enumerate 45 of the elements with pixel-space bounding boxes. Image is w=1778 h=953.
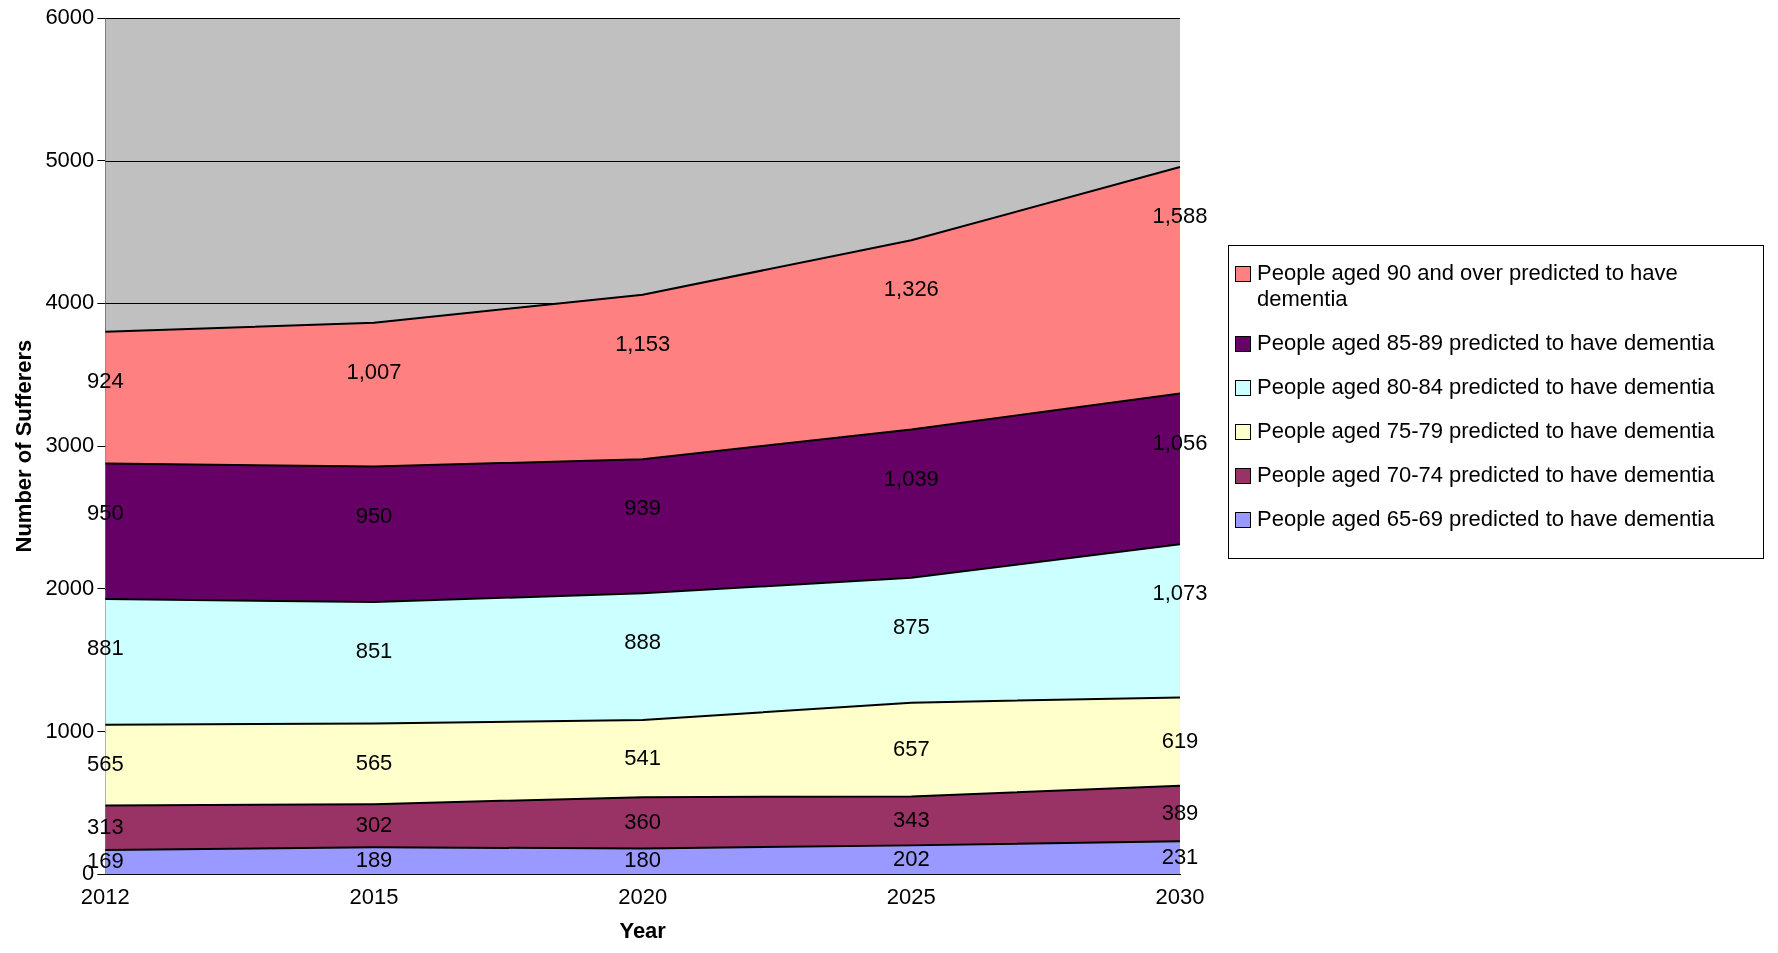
data-label: 1,326 (883, 276, 939, 302)
legend-label: People aged 75-79 predicted to have dementia (1257, 418, 1715, 444)
y-tick-label: 5000 (45, 146, 95, 172)
y-tick-label: 2000 (45, 574, 95, 600)
y-tick-label: 4000 (45, 289, 95, 315)
y-tick-label: 3000 (45, 432, 95, 458)
y-tick-label: 6000 (45, 4, 95, 30)
data-label: 360 (624, 808, 662, 834)
x-tick-label: 2015 (349, 884, 399, 910)
legend-label: People aged 80-84 predicted to have dementia (1257, 374, 1715, 400)
data-label: 657 (892, 735, 930, 761)
x-tick-label: 2030 (1155, 884, 1205, 910)
legend-label: People aged 85-89 predicted to have dementia (1257, 330, 1715, 356)
y-axis-title: Number of Sufferers (11, 339, 37, 553)
data-label: 302 (355, 811, 393, 837)
data-label: 619 (1161, 727, 1199, 753)
data-label: 1,039 (883, 465, 939, 491)
data-label: 1,073 (1152, 580, 1208, 606)
data-label: 851 (355, 638, 393, 664)
data-label: 180 (624, 847, 662, 873)
y-tick-label: 1000 (45, 717, 95, 743)
data-label: 950 (86, 499, 124, 525)
x-tick-label: 2020 (618, 884, 668, 910)
data-label: 875 (892, 613, 930, 639)
legend-label: People aged 70-74 predicted to have dementia (1257, 462, 1715, 488)
x-tick-label: 2012 (80, 884, 130, 910)
data-label: 541 (624, 744, 662, 770)
data-label: 888 (624, 629, 662, 655)
data-label: 1,588 (1152, 203, 1208, 229)
legend-label: People aged 90 and over predicted to have dementia (1257, 260, 1679, 312)
x-tick-label: 2025 (886, 884, 936, 910)
data-label: 924 (86, 367, 124, 393)
data-label: 231 (1161, 843, 1199, 869)
data-label: 950 (355, 502, 393, 528)
data-label: 939 (624, 495, 662, 521)
data-label: 343 (892, 806, 930, 832)
data-label: 1,007 (346, 358, 402, 384)
data-label: 881 (86, 635, 124, 661)
data-label: 565 (86, 751, 124, 777)
x-axis-title: Year (619, 917, 667, 943)
data-label: 202 (892, 845, 930, 871)
data-label: 1,153 (615, 330, 671, 356)
legend-label: People aged 65-69 predicted to have dementia (1257, 506, 1715, 532)
data-label: 189 (355, 846, 393, 872)
data-label: 565 (355, 749, 393, 775)
